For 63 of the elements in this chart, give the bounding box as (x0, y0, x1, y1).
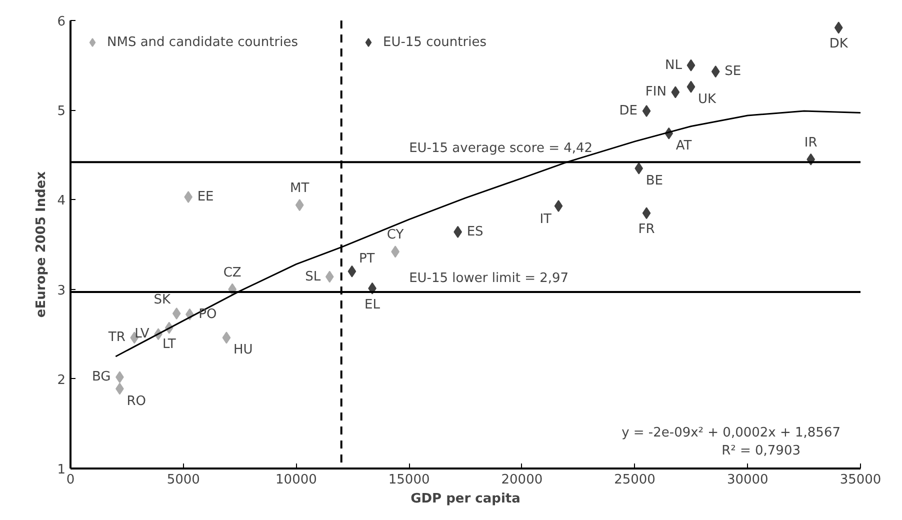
x-tick-label: 10000 (276, 472, 317, 488)
annotation: HU (233, 342, 253, 358)
annotation: AT (676, 138, 692, 154)
x-tick-label: 5000 (166, 472, 200, 488)
point (348, 265, 356, 278)
legend-label: NMS and candidate countries (107, 34, 298, 50)
annotation: BE (646, 173, 663, 188)
point (642, 104, 651, 117)
ref-line-label: EU-15 average score = 4,42 (409, 141, 593, 156)
x-tick-label: 25000 (614, 472, 656, 488)
annotation: IT (540, 212, 552, 227)
annotation: IR (804, 135, 818, 150)
annotation: FIN (645, 84, 666, 100)
annotation: SL (305, 269, 322, 284)
annotation: CZ (223, 265, 242, 280)
x-tick-label: 20000 (501, 472, 543, 488)
annotation: TR (107, 330, 126, 346)
annotation: PO (198, 306, 217, 322)
point (686, 59, 696, 72)
annotation: R² = 0,7903 (722, 444, 800, 458)
annotation: FR (638, 222, 655, 238)
annotation: LV (134, 326, 150, 342)
annotation: EE (197, 190, 214, 205)
point (634, 162, 644, 174)
y-tick-label: 4 (57, 194, 66, 209)
point (711, 66, 720, 78)
x-tick-label: 0 (66, 472, 75, 488)
annotation: LT (162, 336, 176, 352)
legend-label: EU-15 countries (382, 34, 486, 50)
y-tick-label: 6 (57, 14, 66, 30)
point (554, 200, 563, 212)
annotation: y = -2e-09x² + 0,0002x + 1,8567 (622, 426, 841, 440)
annotation: CY (386, 228, 404, 243)
point (295, 199, 304, 212)
annotation: PT (358, 251, 375, 266)
x-tick-label: 35000 (840, 472, 882, 488)
point (642, 207, 651, 220)
annotation: SK (154, 292, 172, 308)
x-tick-label: 15000 (388, 472, 430, 488)
point (172, 307, 181, 320)
y-tick-label: 3 (57, 283, 66, 298)
point (325, 270, 334, 283)
point (671, 86, 680, 98)
y-axis-title: eEurope 2005 Index (34, 170, 50, 318)
ref-line-label: EU-15 lower limit = 2,97 (409, 270, 569, 286)
annotation: NL (665, 58, 683, 73)
point (222, 332, 231, 344)
annotation: DE (619, 103, 638, 118)
annotation: EL (364, 297, 381, 312)
annotation: ES (466, 224, 484, 240)
annotation: RO (126, 394, 146, 409)
point (686, 80, 696, 93)
x-tick-label: 30000 (726, 472, 768, 488)
annotation: DK (829, 36, 848, 52)
x-axis-title: GDP per capita (410, 492, 520, 506)
annotation: BG (92, 370, 111, 385)
annotation: MT (290, 181, 310, 196)
y-tick-label: 1 (57, 462, 66, 478)
y-tick-label: 5 (57, 104, 66, 120)
annotation: UK (698, 92, 717, 107)
annotation: SE (724, 64, 742, 80)
y-tick-label: 2 (57, 372, 66, 388)
point (834, 22, 843, 34)
